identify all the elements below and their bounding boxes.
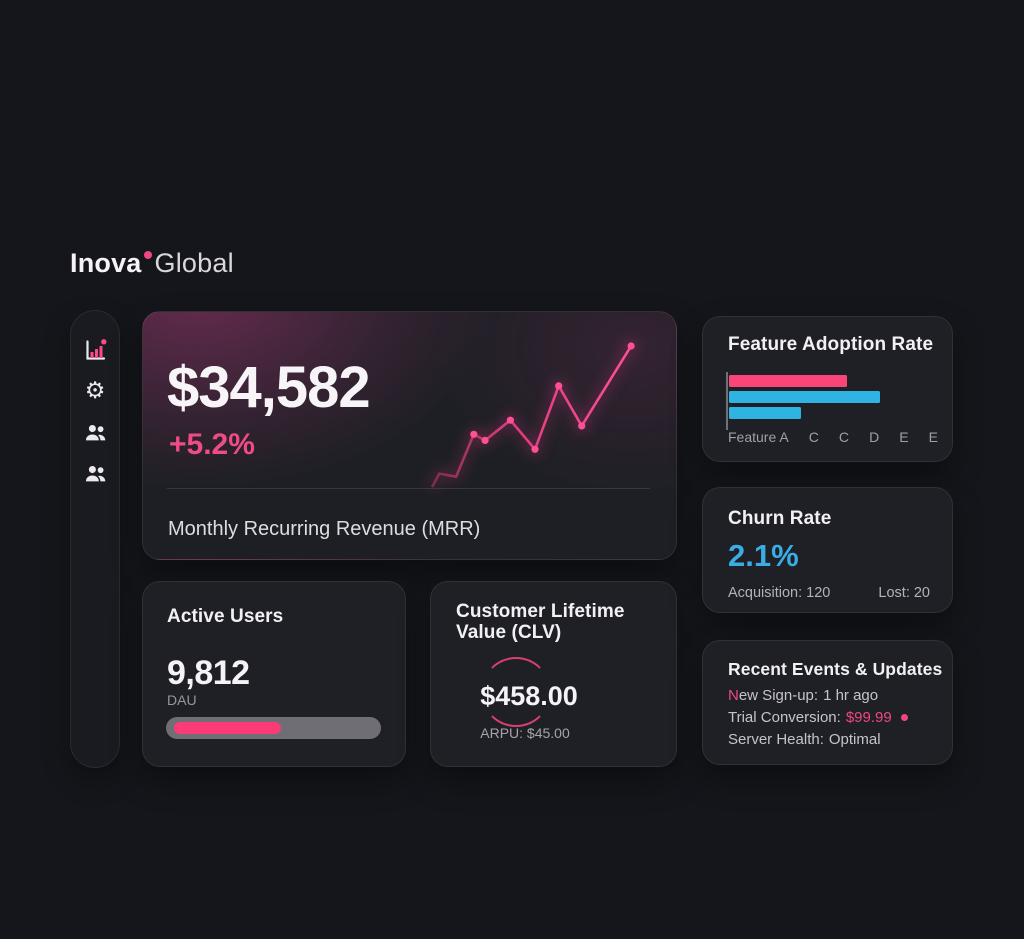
feature-bar-chart <box>729 375 880 419</box>
churn-rate-card: Churn Rate 2.1% Acquisition: 120 Lost: 2… <box>702 487 953 613</box>
chart-point <box>481 436 489 444</box>
event-label: Trial Conversion: <box>728 709 841 726</box>
chart-point <box>578 422 586 430</box>
sidebar-item-analytics[interactable] <box>80 335 110 365</box>
feature-tick-label: C <box>838 429 850 445</box>
mrr-trend-line <box>431 344 633 488</box>
event-label: Server Health: <box>728 731 824 748</box>
divider <box>167 488 650 489</box>
feature-tick-label: Feature A <box>728 429 789 445</box>
feature-bar <box>729 391 880 403</box>
chart-axis-line <box>726 372 728 430</box>
feature-tick-label: C <box>808 429 819 445</box>
chart-point <box>627 342 635 350</box>
chart-point <box>506 416 514 424</box>
feature-tick-label: E <box>899 429 909 445</box>
clv-ring-icon <box>481 657 551 727</box>
users-icon <box>85 465 105 481</box>
active-users-value: 9,812 <box>167 654 250 692</box>
event-label: New Sign-up: <box>728 687 819 704</box>
events-card: Recent Events & Updates New Sign-up: 1 hr… <box>702 640 953 765</box>
churn-stats-row: Acquisition: 120 Lost: 20 <box>728 585 930 601</box>
brand-dot-icon <box>143 251 152 259</box>
event-value: 1 hr ago <box>823 687 879 704</box>
chart-point <box>531 445 539 453</box>
dau-progress-fill <box>174 722 281 734</box>
bar-chart-icon <box>86 339 107 360</box>
feature-bar <box>729 407 801 419</box>
churn-rate-title: Churn Rate <box>728 508 832 529</box>
brand-logo: Inova Global <box>70 248 234 279</box>
active-users-title: Active Users <box>167 606 284 627</box>
clv-arpu-footnote: ARPU: $45.00 <box>480 725 570 741</box>
clv-card: Customer Lifetime Value (CLV) $458.00 AR… <box>430 581 677 767</box>
users-icon <box>85 424 105 440</box>
lost-stat: Lost: 20 <box>878 585 930 601</box>
sidebar-item-settings[interactable]: ⚙ <box>80 376 110 406</box>
sidebar-item-customers[interactable] <box>80 417 110 447</box>
event-item: New Sign-up: 1 hr ago <box>728 687 936 704</box>
clv-value: $458.00 <box>480 681 578 711</box>
feature-tick-label: D <box>869 429 880 445</box>
mrr-delta: +5.2% <box>169 428 255 461</box>
dau-progress-track <box>166 717 381 739</box>
feature-bar <box>729 375 847 387</box>
event-item: Server Health: Optimal <box>728 731 936 748</box>
chart-point <box>555 382 563 390</box>
mrr-sparkline-chart <box>431 342 635 488</box>
event-value: $99.99 <box>845 709 892 726</box>
gear-icon: ⚙ <box>84 377 106 404</box>
events-list: New Sign-up: 1 hr ago Trial Conversion: $99… <box>728 687 936 748</box>
sidebar-item-team[interactable] <box>80 458 110 488</box>
mrr-label: Monthly Recurring Revenue (MRR) <box>168 518 481 540</box>
chart-point <box>470 430 478 438</box>
event-indicator-dot <box>901 714 908 721</box>
event-item: Trial Conversion: $99.99 <box>728 709 936 726</box>
active-users-sublabel: DAU <box>167 692 197 708</box>
brand-name-bold: Inova <box>70 248 142 278</box>
active-users-card: Active Users 9,812 DAU <box>142 581 406 767</box>
feature-tick-labels: Feature A C C D E E <box>728 429 938 445</box>
mrr-value: $34,582 <box>167 355 371 420</box>
feature-adoption-title: Feature Adoption Rate <box>728 334 934 355</box>
feature-tick-label: E <box>928 429 938 445</box>
clv-title: Customer Lifetime Value (CLV) <box>456 601 625 643</box>
churn-rate-value: 2.1% <box>728 538 799 573</box>
event-value: Optimal <box>828 731 881 748</box>
acquisition-stat: Acquisition: 120 <box>728 585 831 601</box>
brand-name-light: Global <box>154 248 234 278</box>
feature-adoption-card: Feature Adoption Rate Feature A C C D E E <box>702 316 953 462</box>
sidebar: ⚙ <box>70 310 120 768</box>
mrr-card: $34,582 +5.2% Monthly Recurring Revenue … <box>142 311 677 560</box>
events-title: Recent Events & Updates <box>728 659 943 679</box>
